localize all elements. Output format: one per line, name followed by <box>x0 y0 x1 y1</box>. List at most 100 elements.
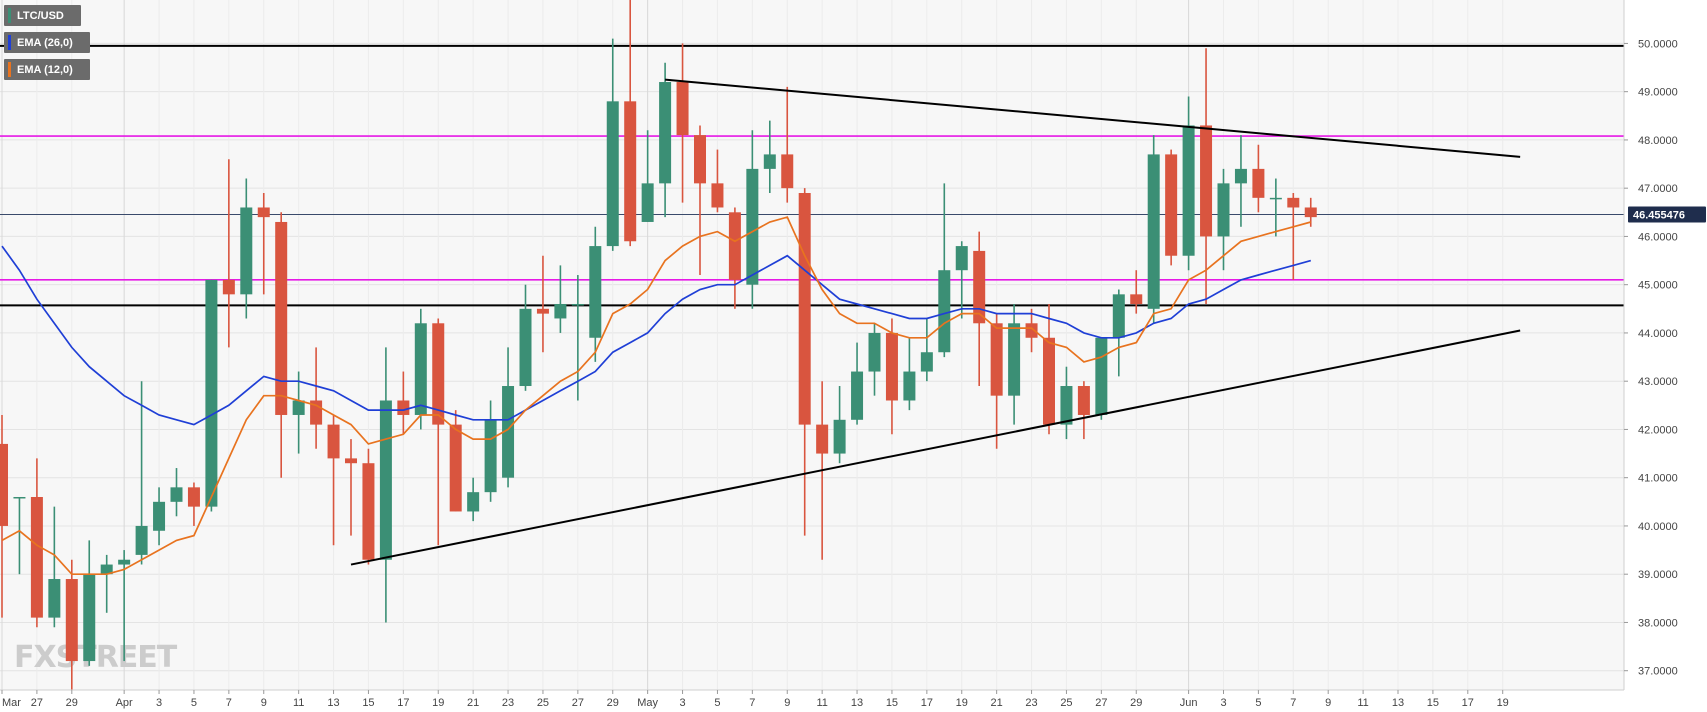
x-tick-label: 17 <box>397 697 409 709</box>
candle-body <box>746 168 759 285</box>
x-tick-label: 23 <box>502 697 514 709</box>
candle-body <box>30 496 43 618</box>
ema26-swatch <box>8 35 11 50</box>
candle-body <box>327 424 340 459</box>
axis-background <box>1624 0 1707 712</box>
candle-body <box>571 303 584 306</box>
candle-body <box>781 154 794 189</box>
y-tick-label: 38.0000 <box>1638 617 1678 629</box>
x-tick-label: 5 <box>1255 697 1261 709</box>
x-tick-label: 13 <box>851 697 863 709</box>
candle-body <box>816 424 829 454</box>
watermark-layer: FXSTREET <box>14 640 179 675</box>
y-tick-label: 46.0000 <box>1638 231 1678 243</box>
x-tick-label: 13 <box>1392 697 1404 709</box>
y-tick-label: 45.0000 <box>1638 280 1678 292</box>
candle-body <box>1252 168 1265 198</box>
candle-body <box>153 501 166 531</box>
x-tick-label: 29 <box>1130 697 1142 709</box>
candle-body <box>135 525 148 555</box>
legend-symbol[interactable]: LTC/USD <box>4 5 81 26</box>
candle-body <box>903 371 916 401</box>
ema-12-line <box>1 216 1312 576</box>
fxstreet-watermark: FXSTREET <box>14 640 178 675</box>
ema-lines <box>1 216 1312 576</box>
candle-body <box>118 559 131 565</box>
candle-body <box>763 154 776 169</box>
y-tick-label: 41.0000 <box>1638 473 1678 485</box>
candle-body <box>1304 207 1317 218</box>
x-tick-label: Apr <box>116 697 133 709</box>
x-tick-label: 9 <box>1325 697 1331 709</box>
y-tick-label: 42.0000 <box>1638 424 1678 436</box>
trend-line <box>350 329 1521 566</box>
x-tick-label: 17 <box>1462 697 1474 709</box>
x-tick-label: 7 <box>1290 697 1296 709</box>
x-tick-label: 27 <box>572 697 584 709</box>
x-tick-label: 19 <box>956 697 968 709</box>
price-tag-label: 46.455476 <box>1633 209 1685 221</box>
y-tick-label: 47.0000 <box>1638 183 1678 195</box>
candle-body <box>275 221 288 415</box>
candle-body <box>990 323 1003 396</box>
candle-body <box>362 463 375 560</box>
candle-body <box>449 424 462 512</box>
x-tick-label: Jun <box>1180 697 1198 709</box>
x-tick-label: 11 <box>293 697 304 709</box>
grid <box>0 0 1624 690</box>
ema-26-line <box>1 245 1312 426</box>
candle-body <box>257 207 270 218</box>
candle-body <box>1043 337 1055 425</box>
x-axis: Mar 27 29 Apr 3 5 7 9 11 13 15 17 19 21 23 25 27 29 May 3 5 7… <box>0 689 1624 709</box>
candle-body <box>379 400 392 560</box>
x-tick-label: 19 <box>1497 697 1509 709</box>
candle-body <box>502 386 515 478</box>
candle-body <box>1025 323 1038 338</box>
candle-body <box>414 323 427 415</box>
x-tick-label: Mar <box>2 697 21 709</box>
candle-body <box>606 101 619 247</box>
x-tick-label: 23 <box>1025 697 1037 709</box>
candle-body <box>1182 125 1195 256</box>
candle-body <box>1060 386 1073 425</box>
x-tick-label: 17 <box>921 697 933 709</box>
candle-body <box>240 207 253 295</box>
y-tick-label: 37.0000 <box>1638 666 1678 678</box>
candle-body <box>1095 337 1108 415</box>
x-tick-label: May <box>637 697 658 709</box>
candle-body <box>0 443 8 526</box>
candle-body <box>345 458 357 464</box>
candle-body <box>885 332 898 401</box>
x-tick-label: 7 <box>226 697 232 709</box>
x-tick-label: 25 <box>1060 697 1072 709</box>
candle-body <box>659 82 672 184</box>
symbol-label: LTC/USD <box>17 9 64 22</box>
candle-body <box>222 279 235 295</box>
candle-body <box>467 492 480 512</box>
candle-body <box>1269 197 1282 200</box>
x-tick-label: 3 <box>679 697 685 709</box>
candle-body <box>536 308 549 314</box>
x-tick-label: 25 <box>537 697 549 709</box>
candle-body <box>728 212 741 280</box>
legend-ema-12[interactable]: EMA (12,0) <box>4 59 90 80</box>
candle-body <box>1130 294 1143 304</box>
y-tick-label: 43.0000 <box>1638 376 1678 388</box>
candle-body <box>397 400 410 415</box>
x-tick-label: 29 <box>66 697 78 709</box>
legend-ema-26[interactable]: EMA (26,0) <box>4 32 90 53</box>
x-tick-label: 15 <box>886 697 898 709</box>
candle-body <box>973 250 986 324</box>
candle-body <box>641 183 654 222</box>
x-tick-label: 5 <box>191 697 197 709</box>
candle-body <box>83 574 96 662</box>
candle-body <box>100 564 113 575</box>
candle-body <box>1077 386 1090 415</box>
x-tick-label: 29 <box>607 697 619 709</box>
price-tag-box <box>1628 206 1706 223</box>
candle-body <box>955 246 968 271</box>
candle-body <box>1165 154 1178 256</box>
candle-body <box>798 193 811 425</box>
candle-body <box>432 323 445 425</box>
